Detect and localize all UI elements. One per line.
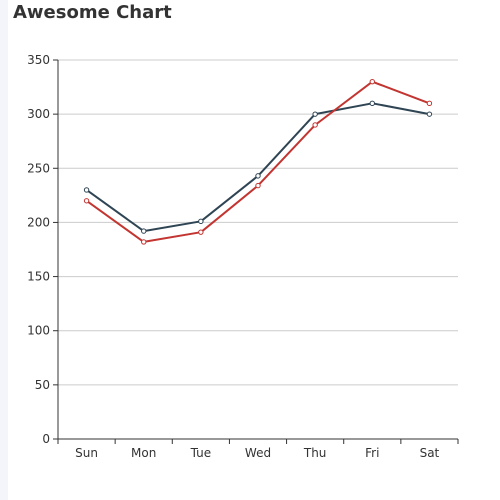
x-tick-label: Fri bbox=[365, 446, 379, 460]
data-point[interactable] bbox=[198, 229, 204, 235]
y-tick-label: 100 bbox=[27, 324, 50, 338]
data-point[interactable] bbox=[198, 218, 204, 225]
y-axis: 0 50 100 150 200 250 300 350 bbox=[27, 53, 59, 446]
data-point[interactable] bbox=[369, 100, 375, 107]
y-tick-label: 150 bbox=[27, 270, 50, 284]
data-point[interactable] bbox=[255, 182, 261, 189]
y-tick-label: 300 bbox=[27, 107, 50, 121]
data-point[interactable] bbox=[83, 198, 90, 204]
y-tick-label: 250 bbox=[27, 161, 50, 175]
data-point[interactable] bbox=[426, 111, 433, 117]
data-point[interactable] bbox=[141, 228, 147, 234]
x-tick-label: Tue bbox=[190, 446, 212, 460]
data-point[interactable] bbox=[312, 122, 318, 128]
data-point[interactable] bbox=[255, 173, 261, 179]
grid-lines bbox=[58, 59, 458, 386]
page-left-strip bbox=[0, 0, 8, 500]
series-line-2 bbox=[86, 80, 430, 243]
y-tick-label: 200 bbox=[27, 215, 50, 229]
x-tick-label: Mon bbox=[131, 446, 156, 460]
data-point[interactable] bbox=[426, 100, 433, 107]
x-tick-label: Wed bbox=[245, 446, 271, 460]
data-point[interactable] bbox=[369, 78, 375, 85]
data-point[interactable] bbox=[141, 239, 147, 245]
y-tick-label: 350 bbox=[27, 53, 50, 67]
data-point[interactable] bbox=[312, 111, 318, 117]
y-tick-label: 50 bbox=[35, 378, 50, 392]
chart-title: Awesome Chart bbox=[13, 2, 172, 23]
x-tick-label: Sun bbox=[75, 446, 98, 460]
y-tick-label: 0 bbox=[42, 432, 50, 446]
x-axis: Sun Mon Tue Wed Thu Fri Sat bbox=[57, 438, 459, 460]
series-group bbox=[83, 78, 433, 245]
series-line-1 bbox=[86, 102, 430, 233]
x-tick-label: Thu bbox=[303, 446, 327, 460]
x-tick-label: Sat bbox=[420, 446, 440, 460]
data-point[interactable] bbox=[83, 187, 90, 193]
